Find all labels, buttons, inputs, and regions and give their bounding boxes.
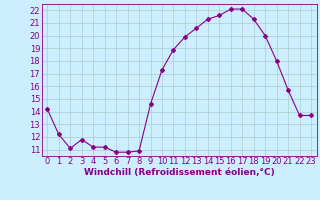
X-axis label: Windchill (Refroidissement éolien,°C): Windchill (Refroidissement éolien,°C)	[84, 168, 275, 177]
